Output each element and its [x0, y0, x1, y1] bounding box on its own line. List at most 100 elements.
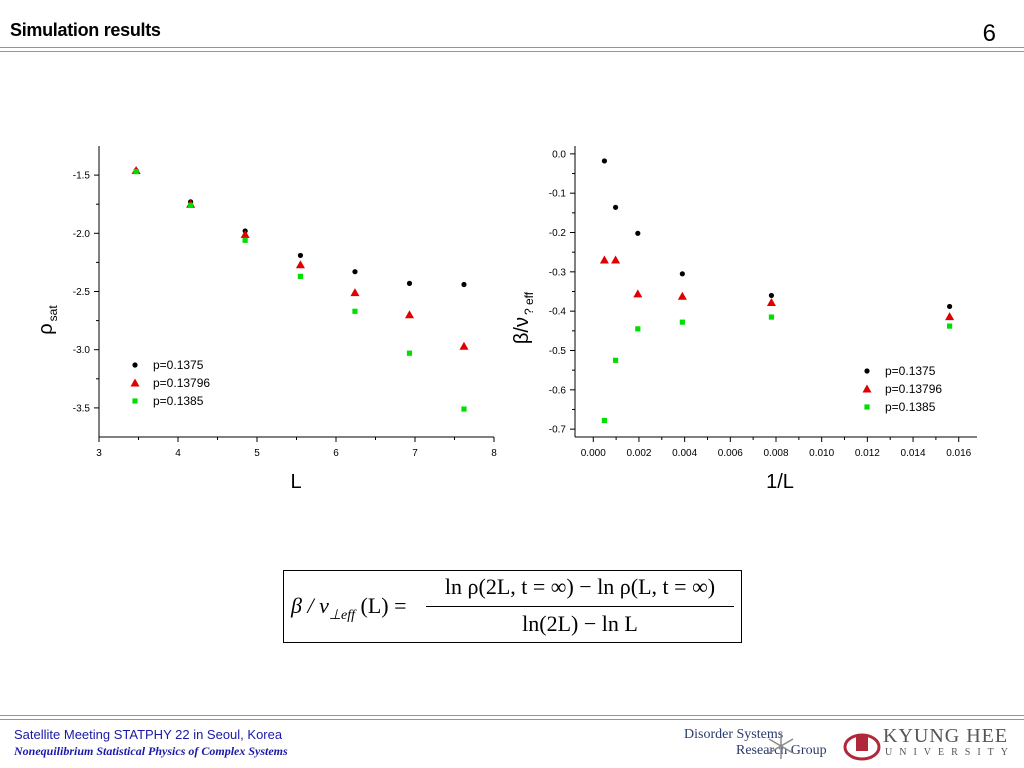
data-point: [404, 310, 414, 319]
legend-label: p=0.1375: [885, 364, 936, 378]
data-point: [240, 229, 250, 238]
x-tick-label: 4: [175, 448, 181, 459]
data-point: [350, 288, 360, 297]
khu-emblem-icon: [843, 733, 881, 761]
data-point: [766, 298, 776, 307]
x-tick-label: 0.012: [855, 448, 880, 459]
data-point: [679, 319, 685, 325]
y-axis-title-main: ρsat: [35, 305, 60, 335]
data-point: [242, 237, 248, 243]
data-point: [601, 158, 608, 164]
page-number: 6: [982, 20, 996, 47]
y-axis-title-sub: ? eff: [522, 291, 536, 315]
dsrg-logo-line1: Disorder Systems: [684, 727, 784, 742]
y-axis-title-sub: sat: [46, 305, 60, 322]
top-rule: [0, 47, 1024, 48]
data-point: [946, 303, 953, 310]
x-tick-label: 8: [491, 448, 497, 459]
legend-label: p=0.1375: [153, 358, 204, 372]
data-point: [297, 273, 304, 279]
legend-marker: [862, 384, 872, 393]
data-point: [612, 204, 619, 210]
data-point: [635, 230, 641, 236]
legend-marker: [864, 404, 870, 410]
legend-label: p=0.13796: [885, 382, 942, 396]
x-tick-label: 0.008: [763, 448, 788, 459]
y-tick-label: -0.7: [549, 425, 567, 436]
y-tick-label: -0.5: [549, 346, 567, 357]
data-point: [188, 202, 194, 208]
y-tick-label: -3.5: [73, 403, 91, 414]
data-point: [406, 350, 413, 356]
y-tick-label: -0.1: [549, 189, 567, 200]
bottom-rule-thin: [0, 719, 1024, 720]
data-point: [611, 255, 621, 264]
data-point: [406, 280, 413, 286]
y-tick-label: -1.5: [73, 171, 91, 182]
formula-denominator: ln(2L) − ln L: [522, 611, 638, 636]
y-tick-label: 0.0: [552, 149, 566, 160]
x-tick-label: 0.004: [672, 448, 697, 459]
legend-marker: [864, 368, 870, 374]
legend-marker: [132, 362, 138, 368]
x-tick-label: 6: [333, 448, 339, 459]
data-point: [133, 169, 139, 175]
data-point: [352, 308, 358, 314]
dsrg-logo: Disorder Systems Research Group: [684, 727, 844, 763]
data-point: [677, 291, 687, 300]
y-tick-label: -0.2: [549, 228, 567, 239]
x-tick-label: 0.006: [718, 448, 743, 459]
data-point: [459, 341, 469, 350]
y-axis-title: ρsat: [35, 305, 60, 335]
slide-title: Simulation results: [10, 20, 161, 40]
legend-label: p=0.1385: [153, 394, 204, 408]
legend-marker: [130, 378, 140, 387]
data-point: [352, 269, 358, 275]
data-point: [297, 252, 304, 259]
data-point: [635, 326, 641, 332]
x-tick-label: 7: [412, 448, 418, 459]
data-point: [599, 255, 609, 264]
y-tick-label: -0.3: [549, 267, 567, 278]
data-point: [633, 289, 643, 298]
data-point: [768, 314, 775, 320]
y-tick-label: -2.5: [73, 287, 91, 298]
formula-numerator: ln ρ(2L, t = ∞) − ln ρ(L, t = ∞): [444, 574, 716, 599]
y-tick-label: -0.6: [549, 385, 567, 396]
data-point: [679, 271, 685, 277]
footer-subtitle: Nonequilibrium Statistical Physics of Co…: [14, 744, 288, 758]
legend-label: p=0.13796: [153, 376, 210, 390]
data-point: [461, 281, 467, 288]
data-point: [612, 357, 619, 363]
x-tick-label: 0.000: [581, 448, 606, 459]
data-point: [601, 417, 608, 424]
data-point: [946, 323, 953, 329]
khu-logo-line2: UNIVERSITY: [885, 747, 1015, 758]
khu-logo-line1: KYUNG HEE: [883, 725, 1009, 747]
data-point: [945, 312, 955, 321]
khu-logo: KYUNG HEE UNIVERSITY: [843, 725, 1024, 763]
formula-fraction-bar: [426, 606, 734, 607]
formula-lhs: β / ν⊥eff (L) =: [291, 593, 407, 623]
formula-box: β / ν⊥eff (L) = ln ρ(2L, t = ∞) − ln ρ(L…: [283, 570, 742, 643]
x-tick-label: 0.010: [809, 448, 834, 459]
top-rule-thin: [0, 51, 1024, 52]
legend-marker: [132, 398, 138, 404]
x-tick-label: 0.002: [626, 448, 651, 459]
x-tick-label: 3: [96, 448, 102, 459]
bottom-rule: [0, 715, 1024, 716]
data-point: [461, 406, 467, 412]
x-axis-title: 1/L: [766, 471, 794, 493]
footer-conference: Satellite Meeting STATPHY 22 in Seoul, K…: [14, 727, 283, 742]
x-tick-label: 5: [254, 448, 260, 459]
y-tick-label: -3.0: [73, 345, 91, 356]
y-axis-title: β/ν? eff: [511, 291, 536, 344]
y-tick-label: -0.4: [549, 307, 567, 318]
snowflake-icon: [768, 733, 794, 759]
legend-label: p=0.1385: [885, 400, 936, 414]
data-point: [768, 292, 775, 299]
x-tick-label: 0.014: [901, 448, 926, 459]
y-tick-label: -2.0: [73, 229, 91, 240]
x-axis-title: L: [290, 471, 301, 493]
